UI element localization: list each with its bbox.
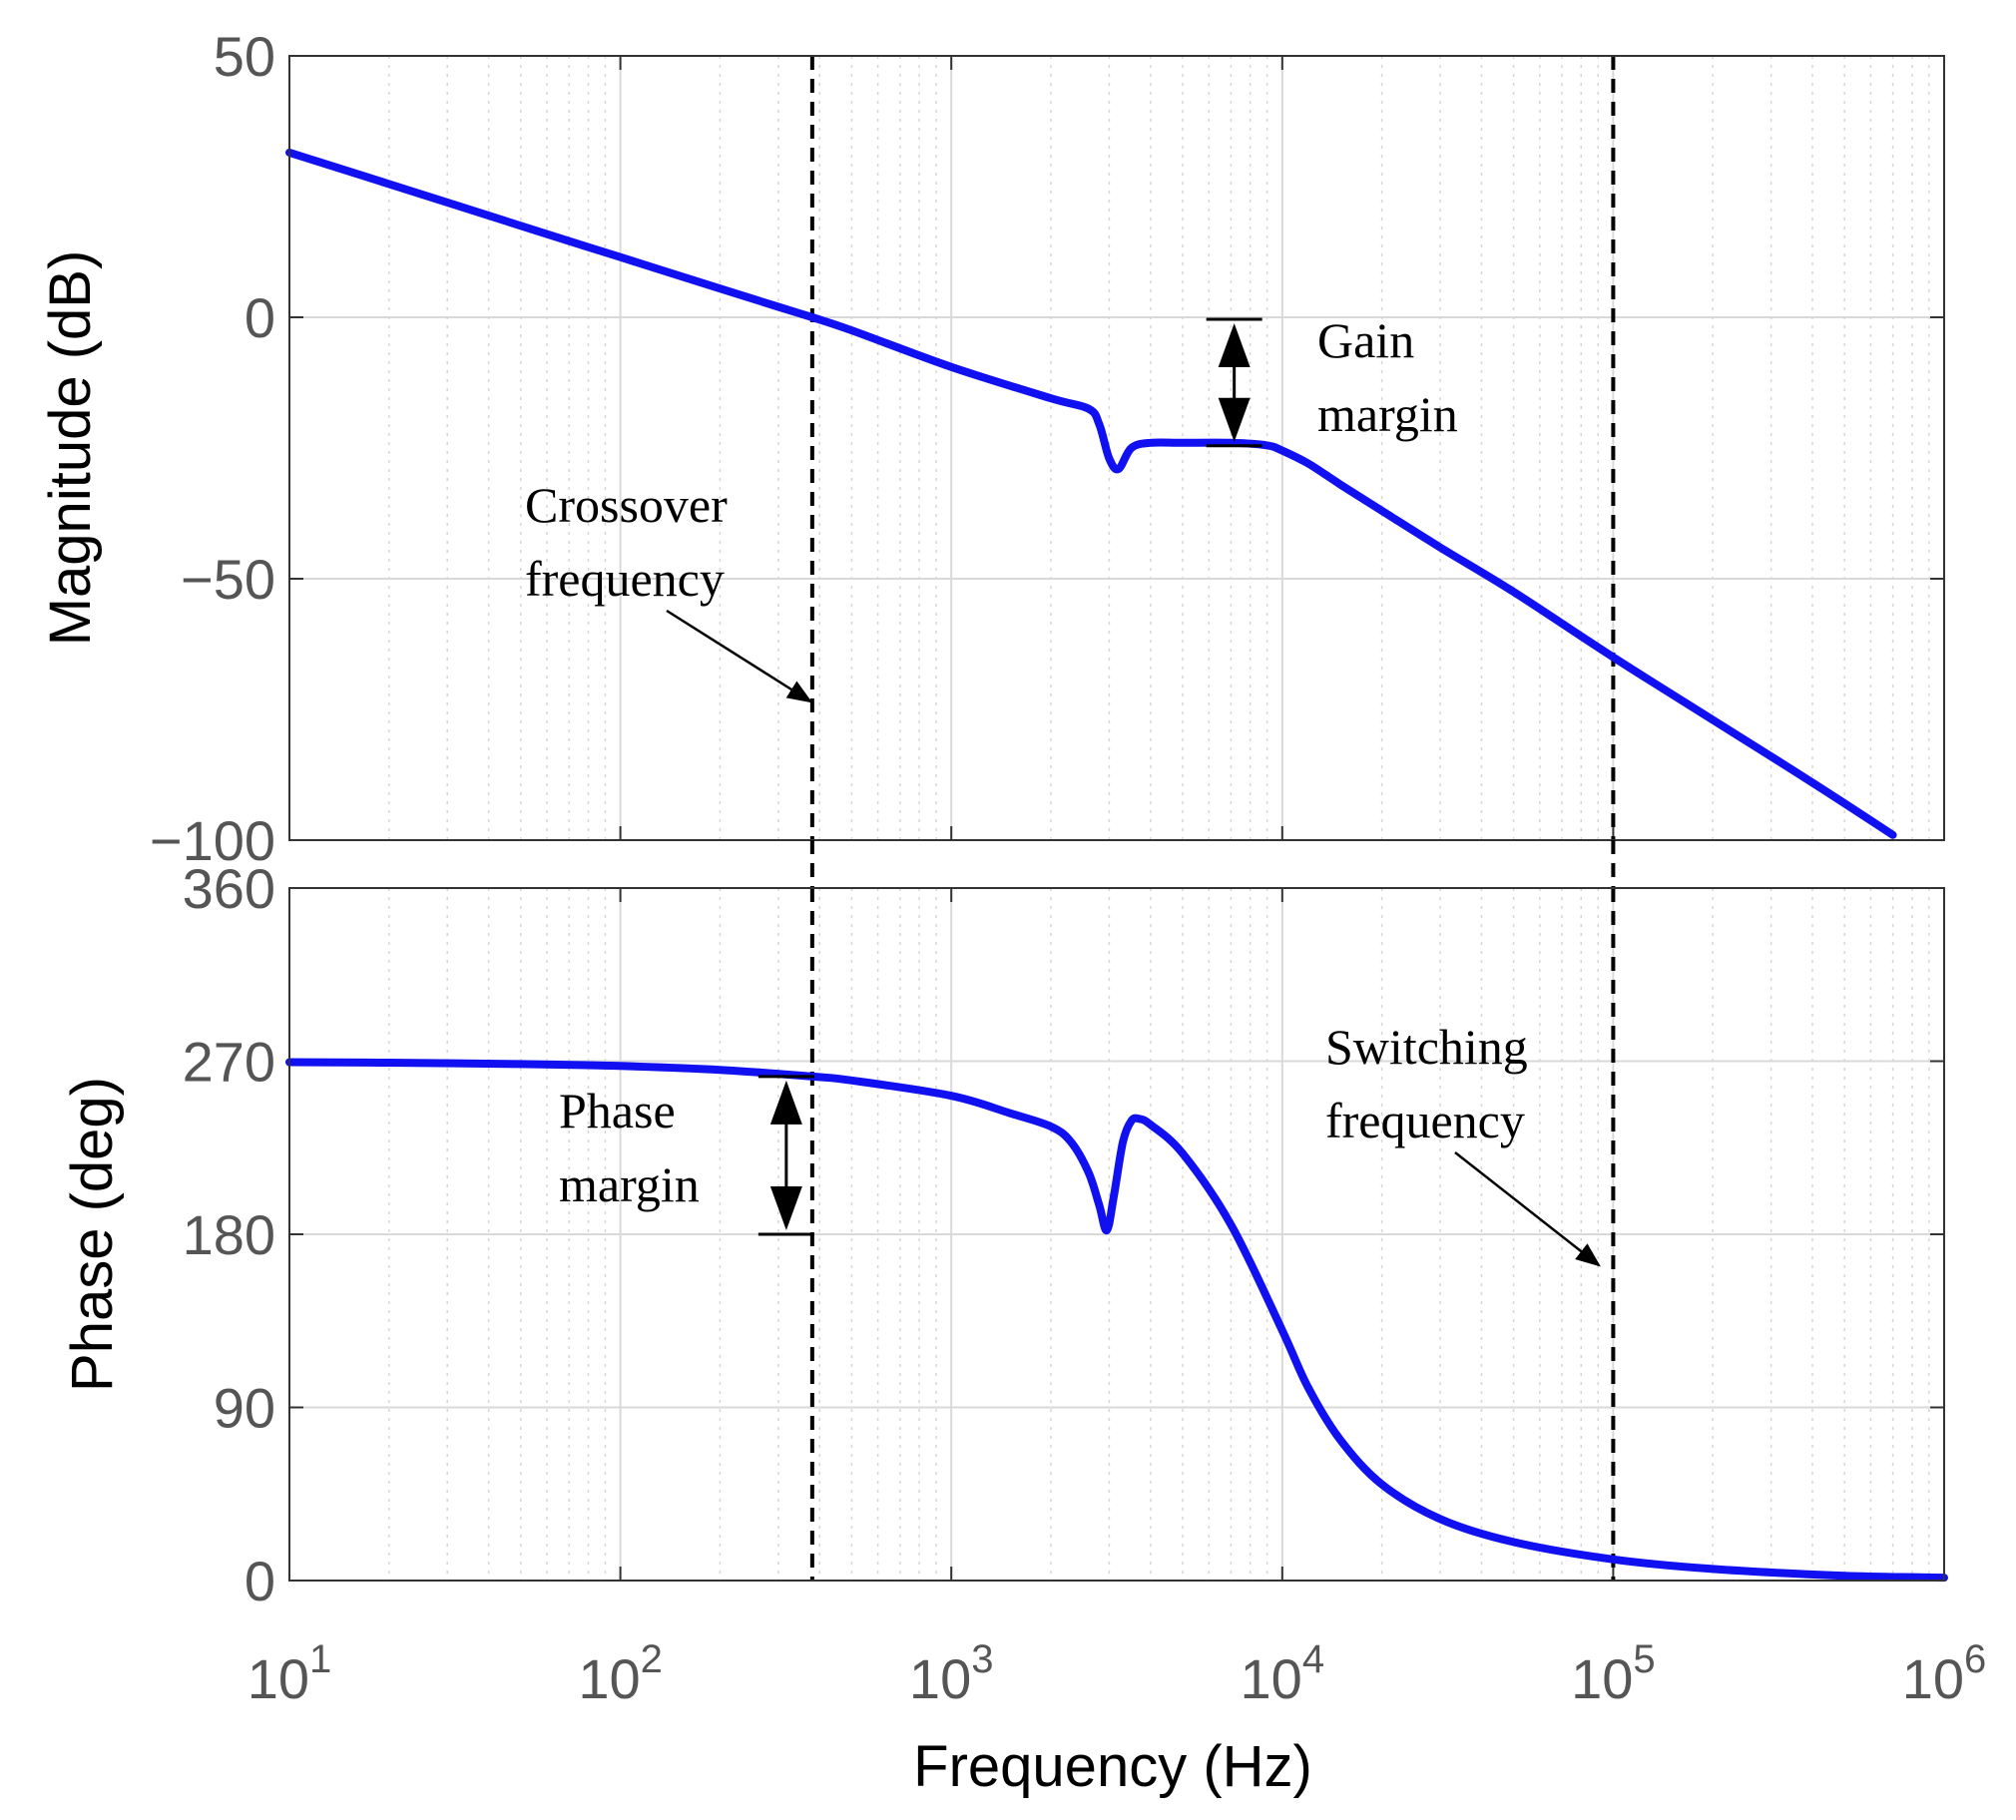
y-tick-label: 0 <box>245 286 275 349</box>
phase-axes-frame <box>288 887 1945 1582</box>
phase-panel: 360 270 180 90 0 101 102 103 104 105 106 Phase (d… <box>60 840 1986 1799</box>
phase-x-tick-labels: 101 102 103 104 105 106 <box>248 1637 1987 1710</box>
gain-margin-arrowhead <box>1218 397 1251 442</box>
x-tick-label: 104 <box>1241 1637 1325 1710</box>
x-tick-label: 106 <box>1902 1637 1987 1710</box>
x-tick-label: 102 <box>578 1637 663 1710</box>
phase-series-line <box>285 1058 1948 1583</box>
magnitude-plot-area <box>289 56 1944 840</box>
x-tick-label: 105 <box>1571 1637 1656 1710</box>
phase-y-axis-label: Phase (deg) <box>60 1077 125 1392</box>
phase-y-tick-labels: 360 270 180 90 0 <box>183 857 275 1612</box>
magnitude-y-axis-label: Magnitude (dB) <box>38 250 103 647</box>
phase-margin-label-line2: margin <box>559 1156 700 1212</box>
switching-frequency-arrow <box>1454 1151 1601 1267</box>
phase-margin-annotation <box>757 1075 814 1236</box>
y-tick-label: 360 <box>183 857 275 920</box>
phase-margin-label-line1: Phase <box>559 1083 676 1138</box>
gain-margin-label-line1: Gain <box>1317 312 1414 368</box>
phase-margin-arrowhead <box>769 1080 802 1125</box>
crossover-frequency-label-line2: frequency <box>525 551 725 607</box>
gain-margin-annotation <box>1206 317 1262 448</box>
y-tick-label: −50 <box>181 548 275 611</box>
phase-margin-arrowhead <box>769 1186 802 1230</box>
crossover-frequency-arrow <box>666 609 813 703</box>
y-tick-label: 270 <box>183 1031 275 1094</box>
y-tick-label: −100 <box>150 809 275 872</box>
magnitude-marker-lines <box>809 56 1616 840</box>
crossover-frequency-label-line1: Crossover <box>525 477 728 533</box>
gain-margin-arrowhead <box>1218 323 1251 367</box>
magnitude-axes-frame <box>288 55 1945 841</box>
y-tick-label: 50 <box>214 25 275 88</box>
magnitude-y-tick-labels: 50 0 −50 −100 <box>150 25 275 872</box>
y-tick-label: 90 <box>214 1377 275 1440</box>
y-tick-label: 180 <box>183 1203 275 1266</box>
x-tick-label: 101 <box>248 1637 332 1710</box>
gain-margin-label-line2: margin <box>1317 386 1458 442</box>
switching-frequency-label-line1: Switching <box>1325 1019 1528 1075</box>
x-axis-label: Frequency (Hz) <box>913 1734 1312 1799</box>
y-tick-label: 0 <box>245 1550 275 1612</box>
magnitude-series-line <box>285 148 1897 839</box>
magnitude-panel: 50 0 −50 −100 Magnitude (dB) Gain margin Cr… <box>38 25 1945 872</box>
x-tick-label: 103 <box>909 1637 994 1710</box>
switching-frequency-label-line2: frequency <box>1325 1093 1525 1148</box>
